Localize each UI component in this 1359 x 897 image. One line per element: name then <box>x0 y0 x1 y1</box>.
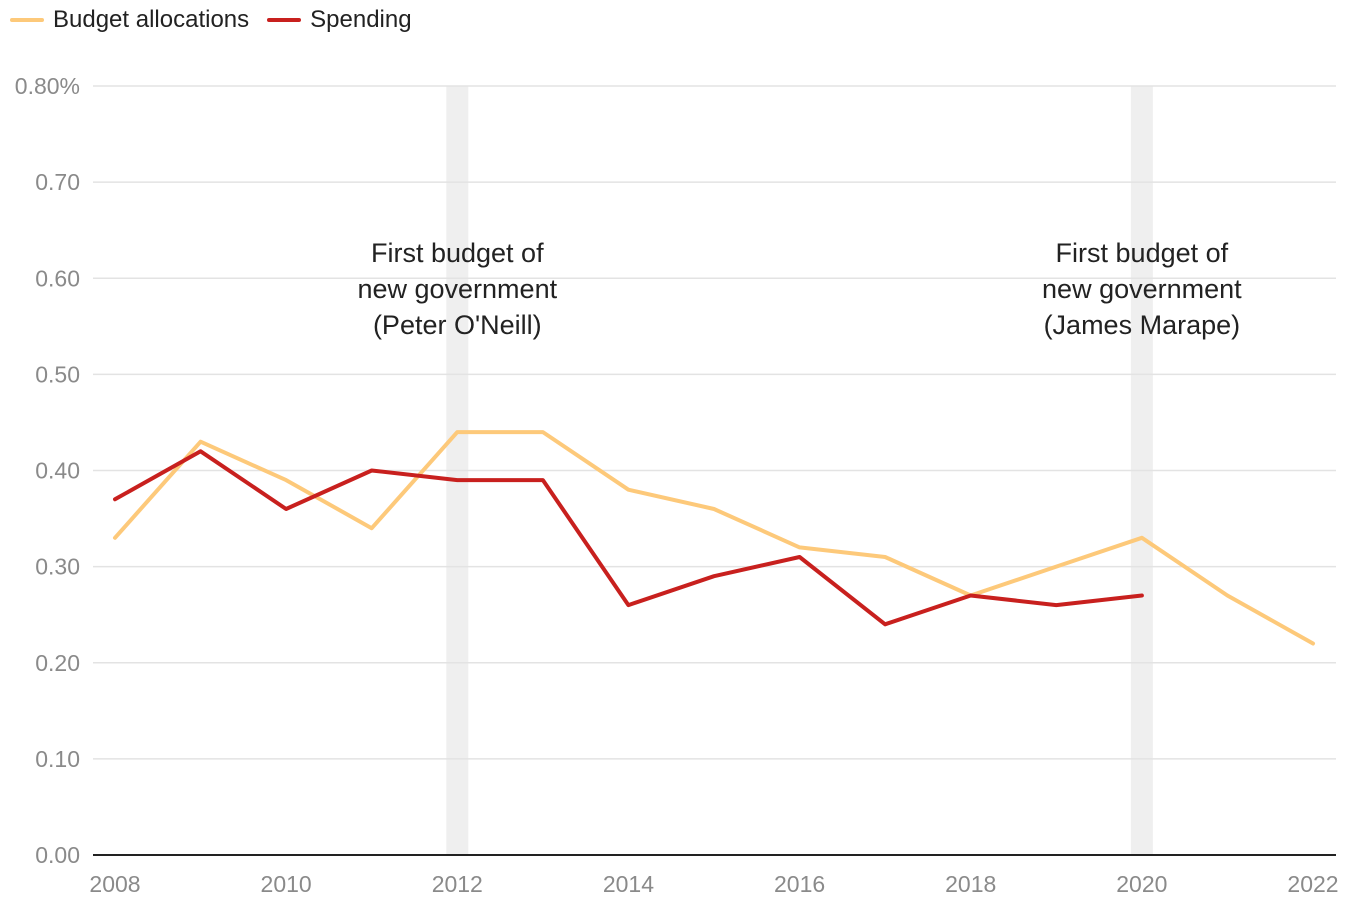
x-tick-label: 2012 <box>432 871 483 897</box>
legend-swatch-budget-allocations <box>10 18 44 22</box>
y-tick-label: 0.00 <box>35 842 80 868</box>
y-tick-label: 0.10 <box>35 746 80 772</box>
y-tick-label: 0.50 <box>35 361 80 387</box>
x-tick-label: 2022 <box>1287 871 1338 897</box>
legend-swatch-spending <box>267 18 302 22</box>
y-tick-label: 0.60 <box>35 265 80 291</box>
annotation-text: (James Marape) <box>1044 310 1241 340</box>
annotation-text: First budget of <box>1056 238 1229 268</box>
legend-item-budget-allocations: Budget allocations <box>10 6 249 34</box>
x-tick-label: 2018 <box>945 871 996 897</box>
x-tick-label: 2020 <box>1116 871 1167 897</box>
y-tick-label: 0.20 <box>35 650 80 676</box>
y-tick-label: 0.80% <box>15 73 80 99</box>
y-tick-label: 0.70 <box>35 169 80 195</box>
legend-label-spending: Spending <box>310 6 412 33</box>
legend: Budget allocations Spending <box>10 6 412 34</box>
x-tick-label: 2010 <box>261 871 312 897</box>
series-line-spending <box>113 449 1144 627</box>
annotation-text: (Peter O'Neill) <box>373 310 542 340</box>
legend-item-spending: Spending <box>267 6 412 34</box>
annotation-text: new government <box>357 274 557 304</box>
annotation-text: First budget of <box>371 238 544 268</box>
y-tick-label: 0.40 <box>35 458 80 484</box>
legend-label-budget-allocations: Budget allocations <box>53 6 250 33</box>
x-tick-label: 2014 <box>603 871 654 897</box>
annotation-text: new government <box>1042 274 1242 304</box>
y-tick-label: 0.30 <box>35 554 80 580</box>
x-tick-label: 2008 <box>89 871 140 897</box>
x-tick-label: 2016 <box>774 871 825 897</box>
